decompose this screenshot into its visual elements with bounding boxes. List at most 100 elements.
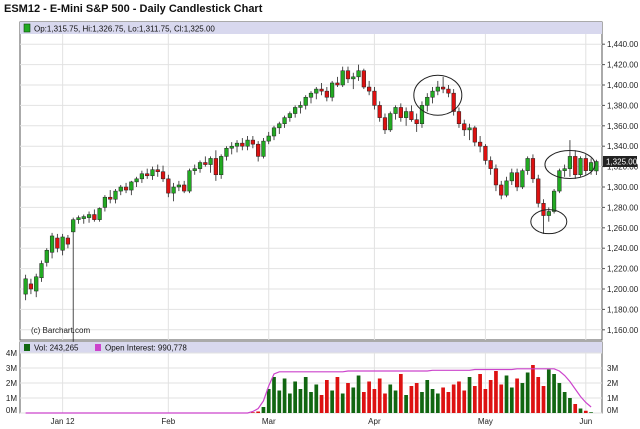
volume-bar: [441, 387, 445, 413]
last-price-box: [603, 156, 637, 167]
candle-body: [197, 162, 203, 169]
candle-body: [514, 172, 520, 188]
candle-body: [419, 105, 425, 125]
candle-body: [145, 173, 150, 177]
volume-bar: [272, 377, 276, 413]
candle-body: [298, 105, 303, 108]
candle-body: [478, 141, 483, 147]
candle-body: [277, 123, 282, 129]
candle-body: [271, 127, 277, 137]
price-panel: Op:1,315.75, Hi:1,326.75, Lo:1,311.75, C…: [19, 21, 639, 413]
volume-bar: [435, 393, 440, 413]
candle-body: [356, 70, 361, 78]
candle-body: [557, 170, 562, 192]
volume-bar: [583, 410, 588, 413]
volume-bar: [589, 412, 593, 413]
candle-body: [462, 123, 467, 131]
annotation-ellipse: [530, 209, 568, 235]
volume-bar: [488, 380, 493, 413]
volume-bar: [515, 378, 519, 413]
open-interest-line: [25, 368, 592, 414]
volume-bar: [346, 383, 350, 413]
candle-body: [171, 186, 176, 194]
volume-bar: [261, 407, 266, 413]
volume-bar: [398, 374, 403, 413]
volume-bar: [367, 381, 371, 413]
volume-bar: [509, 387, 514, 413]
volume-bar: [298, 389, 303, 413]
volume-panel: Vol: 243,265 Open Interest: 990,778 4M 3M…: [6, 341, 618, 415]
date-tick-label: Apr: [368, 417, 381, 426]
candle-body: [160, 171, 166, 180]
candle-body: [398, 107, 403, 118]
volume-bar: [531, 365, 535, 413]
candle-body: [520, 170, 525, 188]
candle-body: [367, 86, 372, 92]
date-axis: Jan 12 Feb Mar Apr May Jun: [51, 417, 593, 426]
candle-body: [293, 107, 298, 114]
volume-bar: [557, 383, 562, 413]
candle-body: [282, 117, 287, 125]
volume-bar: [552, 374, 556, 413]
volume-tick-label-right: 1M: [607, 394, 618, 403]
candle-body: [208, 158, 213, 165]
volume-bar: [377, 378, 382, 413]
candle-body: [573, 156, 578, 176]
price-tick-label: 1,180.00: [607, 305, 639, 314]
candle-body: [435, 86, 440, 92]
candle-body: [187, 170, 192, 192]
candle-body: [388, 113, 393, 131]
candle-body: [261, 140, 266, 157]
candle-body: [377, 105, 382, 118]
candle-body: [102, 196, 108, 208]
volume-bar: [409, 386, 414, 413]
volume-bar: [309, 392, 313, 413]
volume-bar: [356, 375, 361, 413]
copyright-text: (c) Barchart.com: [31, 326, 90, 335]
candle-body: [65, 237, 71, 245]
price-tick-label: 1,160.00: [607, 326, 639, 335]
volume-bar: [420, 392, 424, 413]
volume-bar: [383, 393, 387, 413]
price-tick-label: 1,220.00: [607, 265, 639, 274]
annotation-ellipse: [544, 150, 596, 180]
volume-bar: [478, 374, 482, 413]
candle-body: [425, 96, 430, 106]
candle-body: [97, 208, 102, 220]
candle-body: [250, 139, 255, 145]
price-tick-label: 1,240.00: [607, 244, 639, 253]
candle-body: [509, 172, 514, 182]
candle-body: [49, 235, 55, 253]
candle-body: [372, 90, 377, 106]
volume-bar: [340, 393, 345, 413]
last-price-label: 1,325.00: [606, 158, 638, 167]
candle-body: [404, 111, 409, 118]
candle-body: [583, 158, 588, 171]
candle-body: [134, 178, 139, 183]
last-price-marker: 1,325.00: [603, 156, 638, 167]
volume-bar: [319, 395, 324, 413]
volume-bar: [335, 377, 340, 413]
candle-body: [546, 211, 551, 216]
candle-body: [308, 92, 314, 98]
volume-bar: [536, 377, 541, 413]
candle-body: [578, 158, 583, 176]
volume-bar: [457, 381, 461, 413]
candle-body: [71, 219, 76, 233]
volume-bar: [541, 386, 546, 413]
candle-body: [446, 88, 451, 94]
volume-tick-label-left: 3M: [6, 364, 17, 373]
volume-bar: [494, 371, 498, 413]
volume-legend-swatch: [24, 344, 30, 351]
candle-body: [588, 162, 594, 171]
candle-body: [203, 162, 208, 165]
price-tick-label: 1,340.00: [607, 142, 639, 151]
candle-body: [155, 169, 160, 172]
annotation-ellipse: [413, 74, 463, 116]
candles: [23, 64, 599, 413]
open-interest-line-path: [25, 368, 592, 414]
candle-body: [335, 82, 340, 86]
candle-body: [393, 107, 398, 114]
candle-body: [44, 249, 49, 263]
volume-bar: [462, 390, 467, 413]
